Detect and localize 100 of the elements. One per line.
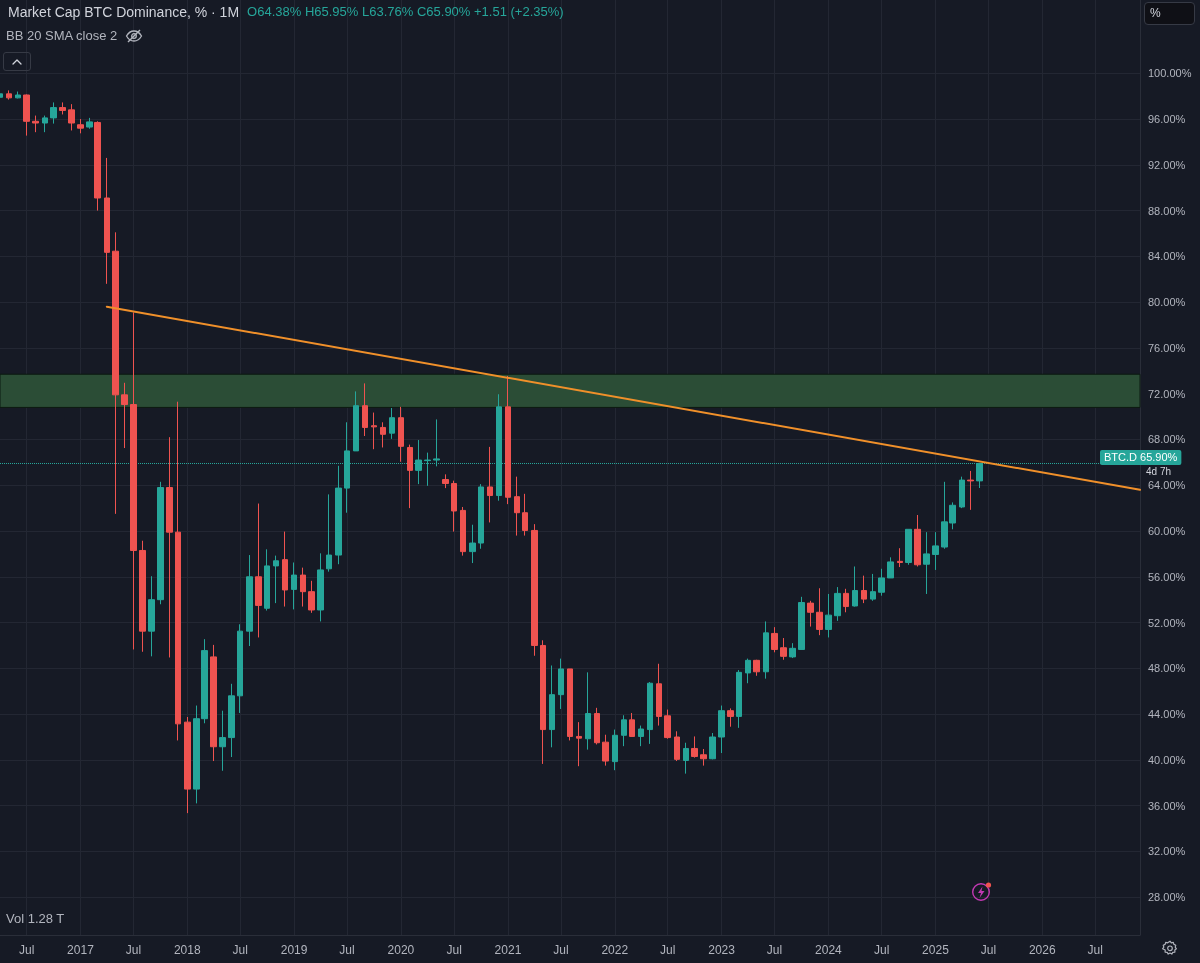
x-tick-label: Jul xyxy=(1087,943,1103,957)
candlestick xyxy=(68,103,75,131)
candlestick xyxy=(300,567,306,608)
candlestick xyxy=(380,421,386,448)
candlestick xyxy=(59,101,66,115)
candlestick xyxy=(852,565,858,608)
candlestick xyxy=(42,115,48,133)
candlestick xyxy=(664,709,671,740)
candlestick xyxy=(629,712,635,738)
candlestick xyxy=(335,465,342,565)
percent-button: % xyxy=(1144,2,1195,25)
candlestick xyxy=(967,470,974,511)
x-tick-label: Jul xyxy=(232,943,248,957)
candlestick xyxy=(656,663,662,727)
candlestick xyxy=(112,231,119,515)
candlestick xyxy=(469,524,476,564)
candlestick xyxy=(148,575,155,657)
candlestick xyxy=(709,732,716,760)
y-tick-label: 40.00% xyxy=(1148,753,1186,766)
y-tick-label: 84.00% xyxy=(1148,250,1186,263)
candlestick xyxy=(816,587,823,636)
candlestick xyxy=(932,531,939,571)
candlestick xyxy=(255,503,262,638)
candlestick xyxy=(522,493,528,537)
candlestick xyxy=(718,705,725,754)
candlestick xyxy=(531,523,538,657)
candlestick xyxy=(745,658,751,684)
y-tick-label: 92.00% xyxy=(1148,158,1186,171)
candlestick xyxy=(371,412,377,450)
candlestick xyxy=(567,668,573,741)
x-tick-label: Jul xyxy=(339,943,355,957)
candlestick xyxy=(602,734,609,767)
x-tick-label: 2024 xyxy=(815,943,843,957)
x-tick-label: Jul xyxy=(660,943,676,957)
candlestick xyxy=(727,707,734,728)
candlestick xyxy=(184,716,191,814)
candlestick xyxy=(825,593,832,638)
candlestick xyxy=(861,575,867,604)
x-tick-label: Jul xyxy=(553,943,569,957)
candlestick xyxy=(487,446,493,523)
x-tick-label: 2021 xyxy=(494,943,522,957)
annotation: BB 20 SMA close 2 xyxy=(6,28,118,44)
candlestick xyxy=(736,669,742,729)
candlestick xyxy=(700,748,707,767)
y-tick-label: 28.00% xyxy=(1148,891,1186,904)
candlestick xyxy=(505,375,511,505)
candlestick xyxy=(558,658,564,710)
x-tick-label: 2017 xyxy=(67,943,95,957)
candlestick xyxy=(674,730,680,762)
chart-title: Market Cap BTC Dominance, % · 1M xyxy=(8,4,240,20)
x-tick-label: Jul xyxy=(980,943,997,957)
candlestick xyxy=(834,586,841,622)
candlestick xyxy=(6,89,12,101)
candlestick xyxy=(683,742,689,775)
candlestick xyxy=(753,659,760,677)
y-tick-label: 32.00% xyxy=(1148,845,1186,858)
x-tick-label: 2022 xyxy=(601,943,629,957)
candlestick xyxy=(237,623,243,714)
candlestick xyxy=(878,568,885,597)
candlestick xyxy=(326,493,332,573)
candlestick xyxy=(362,382,368,437)
candlestick xyxy=(291,561,297,610)
x-tick-label: 2025 xyxy=(922,943,950,957)
candlestick xyxy=(389,407,395,440)
candlestick xyxy=(139,540,146,653)
x-tick-label: 2026 xyxy=(1028,943,1056,957)
candlestick xyxy=(621,714,627,747)
y-tick-label: 44.00% xyxy=(1148,708,1186,721)
y-tick-label: 76.00% xyxy=(1148,341,1186,354)
candlestick xyxy=(23,93,30,137)
candlestick xyxy=(691,735,698,759)
candlestick xyxy=(282,531,288,608)
candlestick xyxy=(15,91,21,99)
x-tick-label: 2020 xyxy=(387,943,415,957)
y-tick-label: 80.00% xyxy=(1148,296,1186,309)
candlestick xyxy=(451,480,457,533)
candlestick xyxy=(478,483,484,550)
candlestick xyxy=(157,481,164,605)
candlestick xyxy=(923,531,930,595)
candlestick xyxy=(549,664,555,748)
candlestick xyxy=(870,573,876,602)
x-tick-label: Jul xyxy=(873,943,890,957)
candlestick xyxy=(897,547,903,568)
x-tick-label: Jul xyxy=(446,943,462,957)
y-tick-label: 56.00% xyxy=(1148,570,1186,583)
candlestick xyxy=(308,580,315,614)
candlestick xyxy=(77,118,84,134)
candlestick xyxy=(442,473,449,489)
y-tick-label: 36.00% xyxy=(1148,799,1186,812)
candlestick xyxy=(460,506,466,557)
candlestick xyxy=(264,548,270,612)
candlestick xyxy=(771,626,778,653)
candlestick xyxy=(638,725,644,747)
x-tick-label: 2018 xyxy=(173,943,201,957)
candlestick xyxy=(514,476,520,537)
candlestick xyxy=(246,554,253,647)
candlestick xyxy=(175,401,181,741)
candlestick xyxy=(540,639,546,765)
candlestick xyxy=(576,721,582,767)
x-tick-label: Jul xyxy=(125,943,142,957)
